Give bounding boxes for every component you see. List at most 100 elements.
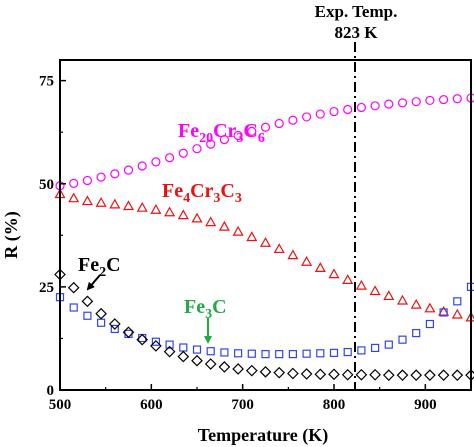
data-point: [357, 346, 366, 355]
data-point: [451, 308, 463, 319]
x-tick-label: 600: [140, 397, 163, 413]
data-point: [369, 368, 381, 381]
data-point: [302, 349, 311, 358]
label-text: C: [220, 180, 234, 202]
data-point: [123, 165, 134, 175]
data-point: [204, 358, 217, 370]
data-point: [96, 172, 106, 182]
data-point: [396, 369, 409, 381]
data-point: [177, 209, 189, 220]
label-text: Fe: [162, 180, 183, 202]
y-tick-label: 50: [39, 177, 54, 193]
data-point: [192, 144, 202, 154]
exp-temp-label-line2: 823 K: [335, 23, 379, 42]
x-axis: 500 600 700 800 900: [49, 384, 437, 413]
series-fe2c: [54, 268, 474, 381]
data-point: [205, 216, 217, 227]
data-point: [69, 178, 79, 188]
label-subscript: 20: [199, 131, 213, 146]
data-point: [108, 318, 121, 330]
data-point: [287, 249, 299, 260]
label-text: C: [243, 120, 257, 142]
data-point: [343, 347, 352, 357]
x-tick-label: 800: [323, 397, 346, 413]
data-point: [191, 212, 203, 223]
y-tick-label: 25: [39, 280, 54, 296]
data-point: [245, 364, 258, 377]
data-point: [439, 308, 448, 317]
data-point: [424, 369, 436, 381]
data-point: [109, 198, 121, 209]
label-text: Fe: [184, 296, 205, 318]
y-axis-title: R (%): [1, 211, 22, 259]
exp-temp-label-line1: Exp. Temp.: [315, 2, 398, 21]
data-point: [122, 326, 135, 339]
plot-frame: [59, 59, 472, 391]
series-label-fe3c: Fe3C: [184, 296, 227, 322]
y-tick-label: 0: [47, 383, 55, 399]
data-point: [316, 349, 325, 358]
data-point: [411, 97, 421, 107]
data-point: [273, 366, 286, 379]
data-point: [329, 348, 339, 357]
series-fe3c: [55, 282, 474, 359]
data-point: [232, 225, 244, 236]
series-fe4cr3c3: [54, 188, 474, 322]
data-point: [343, 104, 353, 115]
data-point: [151, 157, 161, 167]
data-point: [288, 350, 297, 359]
fe2c-label-arrow: [86, 274, 101, 291]
data-point: [218, 220, 230, 231]
data-point: [438, 305, 450, 316]
series-label-fe4cr3c3: Fe4Cr3C3: [162, 180, 242, 206]
data-point: [287, 367, 299, 380]
data-point: [164, 206, 176, 217]
data-point: [232, 363, 244, 375]
data-point: [302, 112, 312, 122]
data-point: [95, 307, 107, 320]
data-point: [137, 161, 147, 171]
data-point: [136, 333, 149, 346]
data-point: [274, 118, 284, 129]
series-label-fe20cr3c6: Fe20Cr3C6: [178, 120, 265, 146]
data-point: [122, 200, 135, 211]
data-point: [369, 285, 381, 296]
data-point: [247, 126, 257, 136]
data-point: [398, 335, 407, 344]
data-point: [179, 343, 188, 352]
data-point: [412, 328, 421, 338]
data-point: [329, 106, 339, 117]
data-point: [81, 195, 93, 206]
data-point: [356, 102, 366, 113]
data-point: [355, 279, 367, 290]
label-subscript: 3: [236, 131, 243, 146]
data-point: [341, 368, 354, 381]
data-point: [191, 354, 203, 367]
data-point: [425, 319, 434, 329]
data-point: [424, 302, 436, 313]
data-marks: [54, 93, 474, 381]
series-fe20cr3c6: [55, 93, 474, 191]
x-tick-label: 700: [231, 397, 254, 413]
x-tick-label: 500: [49, 397, 72, 413]
data-point: [259, 237, 272, 247]
data-point: [136, 201, 148, 212]
data-point: [384, 99, 394, 109]
data-point: [165, 340, 174, 349]
data-point: [384, 340, 393, 349]
data-point: [124, 329, 133, 338]
x-tick-label: 900: [414, 397, 437, 413]
data-point: [150, 340, 162, 352]
data-point: [410, 369, 423, 381]
data-point: [233, 130, 243, 141]
data-point: [439, 94, 449, 105]
label-subscript: 3: [213, 191, 220, 206]
y-tick-label: 75: [39, 74, 54, 90]
label-text: Cr: [190, 180, 213, 202]
data-point: [382, 369, 395, 381]
data-point: [220, 348, 229, 357]
label-text: C: [106, 254, 120, 276]
data-point: [192, 345, 202, 354]
series-label-fe2c: Fe2C: [78, 254, 121, 280]
